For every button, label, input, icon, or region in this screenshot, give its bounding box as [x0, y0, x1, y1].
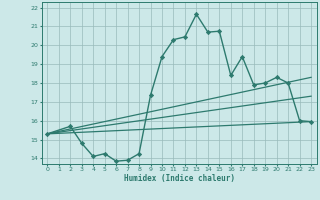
X-axis label: Humidex (Indice chaleur): Humidex (Indice chaleur) — [124, 174, 235, 183]
